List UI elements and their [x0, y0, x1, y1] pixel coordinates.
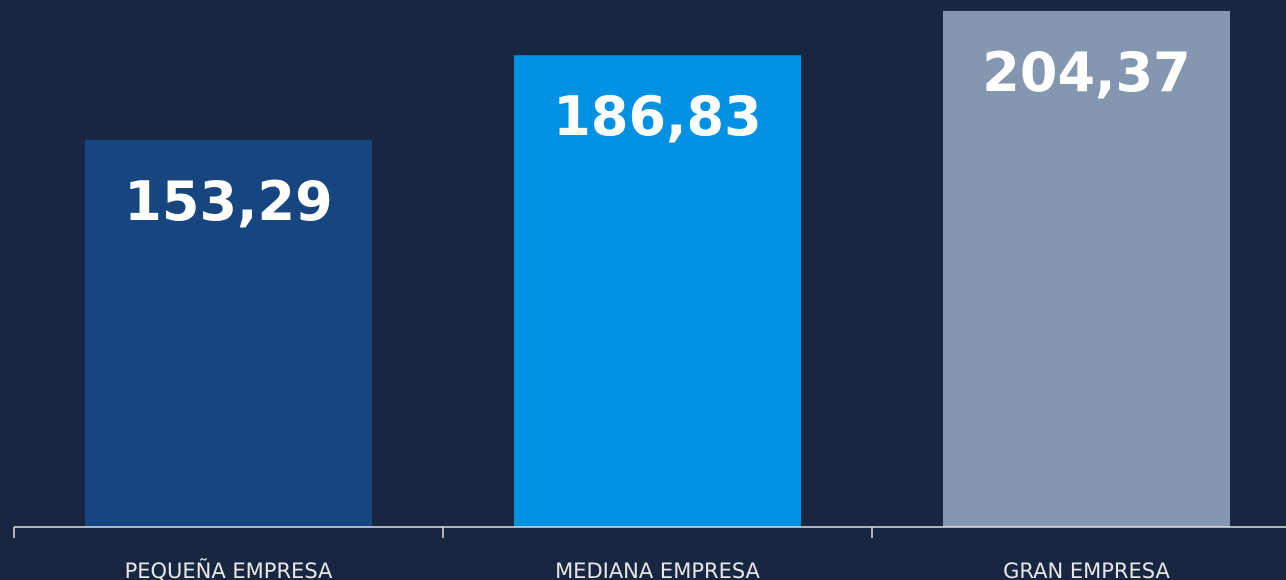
value-label: 153,29: [124, 170, 332, 233]
value-label: 186,83: [553, 85, 761, 148]
value-label: 204,37: [982, 41, 1190, 104]
x-tick-label: MEDIANA EMPRESA: [555, 559, 760, 580]
bar: [85, 139, 372, 527]
bar: [514, 55, 801, 527]
x-tick-label: GRAN EMPRESA: [1003, 559, 1170, 580]
x-tick-label: PEQUEÑA EMPRESA: [125, 557, 333, 580]
bar: [943, 10, 1230, 528]
